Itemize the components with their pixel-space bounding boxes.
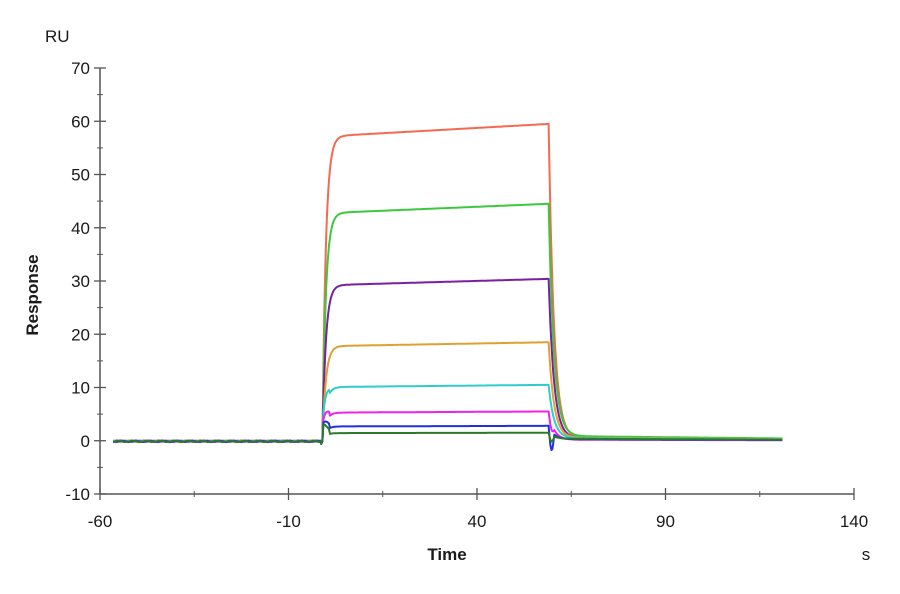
x-tick-label: 90 [656,512,675,531]
y-axis-title: Response [23,254,42,335]
series-line-7 [113,420,783,451]
y-tick-label: 50 [71,166,90,185]
plot-lines [112,122,783,451]
x-unit-label: s [862,545,871,564]
series-line-1 [113,122,783,445]
x-tick-label: -10 [276,512,301,531]
y-tick-label: 70 [71,59,90,78]
y-tick-label: 0 [81,432,90,451]
series-line-4 [113,341,783,445]
series-line-2 [112,202,783,445]
series-line-3 [113,277,783,445]
x-axis-title: Time [427,545,466,564]
y-tick-label: 20 [71,325,90,344]
y-tick-label: 10 [71,379,90,398]
x-tick-label: 40 [468,512,487,531]
y-tick-label: 40 [71,219,90,238]
y-tick-label: 60 [71,112,90,131]
y-tick-label: -10 [65,485,90,504]
x-tick-label: 140 [840,512,868,531]
series-line-8 [112,423,783,445]
y-unit-label: RU [45,27,70,46]
x-tick-label: -60 [88,512,113,531]
axes: -10 0 10 20 30 40 50 60 70 -60 -10 40 90 140 [65,59,868,531]
y-tick-label: 30 [71,272,90,291]
series-line-5 [112,383,783,445]
